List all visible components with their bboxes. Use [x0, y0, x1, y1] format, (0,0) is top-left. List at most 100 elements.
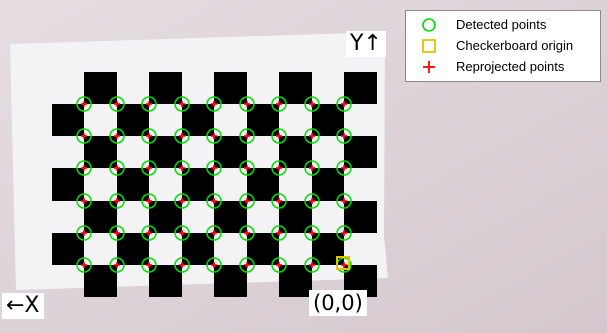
reprojected-point [114, 165, 120, 171]
legend-label: Checkerboard origin [456, 38, 574, 53]
reprojected-point [146, 101, 152, 107]
detected-point [336, 193, 352, 209]
reprojected-point [211, 101, 217, 107]
reprojected-point [309, 101, 315, 107]
reprojected-point [341, 230, 347, 236]
detected-point [174, 257, 190, 273]
detected-point [206, 128, 222, 144]
reprojected-point [211, 230, 217, 236]
reprojected-point [309, 230, 315, 236]
detected-point [304, 128, 320, 144]
detected-point [76, 193, 92, 209]
detected-point [141, 160, 157, 176]
reprojected-point [81, 230, 87, 236]
detected-point [206, 257, 222, 273]
detected-points [76, 96, 352, 273]
reprojected-points [81, 101, 347, 268]
detected-point [206, 96, 222, 112]
reprojected-point [146, 165, 152, 171]
reprojected-point [146, 230, 152, 236]
detected-point [76, 160, 92, 176]
reprojected-point [211, 198, 217, 204]
reprojected-point [341, 198, 347, 204]
detected-point [304, 193, 320, 209]
detected-point [109, 128, 125, 144]
detected-point [206, 225, 222, 241]
red-plus-icon [423, 61, 435, 73]
detected-point [304, 160, 320, 176]
legend-item-origin: Checkerboard origin [406, 36, 600, 56]
reprojected-point [341, 165, 347, 171]
detected-point [141, 257, 157, 273]
reprojected-point [81, 262, 87, 268]
detected-point [109, 96, 125, 112]
reprojected-point [244, 230, 250, 236]
detected-point [304, 225, 320, 241]
reprojected-point [146, 198, 152, 204]
reprojected-point [146, 262, 152, 268]
reprojected-point [276, 262, 282, 268]
detected-point [336, 128, 352, 144]
detected-point [271, 257, 287, 273]
detected-point [76, 128, 92, 144]
detected-point [271, 225, 287, 241]
reprojected-point [276, 133, 282, 139]
detected-point [206, 193, 222, 209]
reprojected-point [179, 133, 185, 139]
detected-point [109, 160, 125, 176]
reprojected-point [341, 101, 347, 107]
detected-point [174, 128, 190, 144]
detected-point [304, 257, 320, 273]
reprojected-point [81, 198, 87, 204]
detected-point [109, 257, 125, 273]
detected-point [271, 96, 287, 112]
legend-item-detected: Detected points [406, 15, 600, 35]
detected-point [239, 257, 255, 273]
detected-point [141, 96, 157, 112]
detected-point [206, 160, 222, 176]
reprojected-point [244, 101, 250, 107]
green-circle-icon [422, 18, 436, 32]
detected-point [109, 225, 125, 241]
reprojected-point [341, 133, 347, 139]
legend-label: Reprojected points [456, 59, 565, 74]
detected-point [271, 193, 287, 209]
detected-point [336, 160, 352, 176]
reprojected-point [276, 198, 282, 204]
reprojected-point [179, 230, 185, 236]
y-axis-label: Y↑ [346, 31, 386, 57]
reprojected-point [114, 133, 120, 139]
reprojected-point [244, 133, 250, 139]
detected-point [271, 160, 287, 176]
detected-point [239, 160, 255, 176]
detected-point [76, 225, 92, 241]
reprojected-point [211, 262, 217, 268]
reprojected-point [211, 165, 217, 171]
reprojected-point [309, 133, 315, 139]
reprojected-point [114, 101, 120, 107]
detected-point [174, 96, 190, 112]
reprojected-point [179, 198, 185, 204]
detected-point [304, 96, 320, 112]
reprojected-point [211, 133, 217, 139]
reprojected-point [179, 101, 185, 107]
reprojected-point [276, 165, 282, 171]
detected-point [141, 225, 157, 241]
reprojected-point [146, 133, 152, 139]
detected-point [141, 128, 157, 144]
detected-point [174, 160, 190, 176]
checkerboard-origin-marker [336, 256, 350, 270]
detected-point [336, 96, 352, 112]
reprojected-point [244, 198, 250, 204]
detected-point [239, 193, 255, 209]
reprojected-point [309, 262, 315, 268]
reprojected-point [244, 165, 250, 171]
detected-point [174, 193, 190, 209]
reprojected-point [276, 230, 282, 236]
detected-point [109, 193, 125, 209]
reprojected-point [179, 262, 185, 268]
detected-point [141, 193, 157, 209]
reprojected-point [114, 230, 120, 236]
reprojected-point [244, 262, 250, 268]
detected-point [76, 257, 92, 273]
